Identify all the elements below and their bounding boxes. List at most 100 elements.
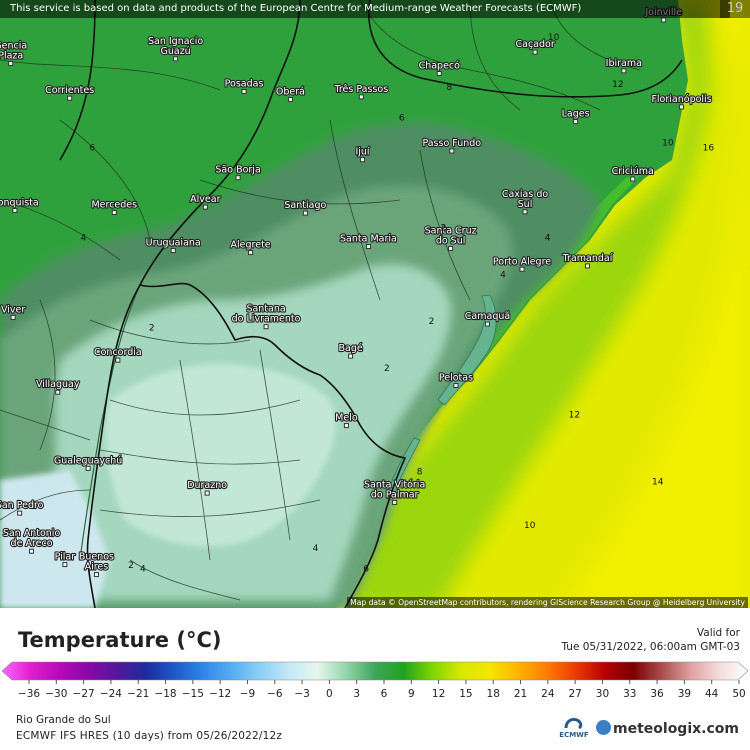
city-dot <box>453 383 459 389</box>
city-label: Florianópolis <box>651 94 711 105</box>
isoline-value: 12 <box>612 80 623 90</box>
colorbar-tick-label: 6 <box>381 688 388 700</box>
colorbar-tick-label: 12 <box>432 688 445 700</box>
valid-time: Tue 05/31/2022, 06:00am GMT-03 <box>561 641 740 653</box>
city-marker[interactable]: Santana do Livramento <box>231 303 302 330</box>
city-dot <box>630 176 636 182</box>
city-marker[interactable]: Pelotas <box>438 371 474 389</box>
isoline-value: 10 <box>548 33 560 43</box>
city-marker[interactable]: Santa Cruz do Sul <box>423 224 478 252</box>
city-dot <box>661 17 667 23</box>
city-marker[interactable]: Concordia <box>93 346 143 363</box>
city-marker[interactable]: San Antonio de Areco <box>2 527 62 554</box>
city-marker[interactable]: Criciúma <box>611 165 655 182</box>
isoline-value: 10 <box>524 521 536 531</box>
cold-zone-light <box>105 363 337 547</box>
colorbar-tick-label: −3 <box>294 688 309 700</box>
city-label: Ibirama <box>606 58 642 69</box>
lagoa-dos-patos <box>437 294 497 406</box>
city-marker[interactable]: Camaquã <box>464 310 511 327</box>
city-marker[interactable]: Mercedes <box>90 198 138 215</box>
meteologix-brand[interactable]: meteologix.com <box>596 720 739 737</box>
city-marker[interactable]: Gualeguaychú <box>53 454 123 471</box>
city-marker[interactable]: Durazno <box>186 479 228 496</box>
city-label: Alegrete <box>231 240 271 251</box>
city-dot <box>360 157 365 163</box>
colorbar-tick-label: −30 <box>45 688 67 700</box>
colorbar-ticks: −36 −30 −27 −24 −21 −18 −15 −12 −9 −6 −3 0 3 6 9 12 15 18… <box>18 680 746 700</box>
city-dot <box>55 389 61 395</box>
isoline-value: 2 <box>441 224 447 234</box>
city-marker[interactable]: Alegrete <box>229 238 272 256</box>
city-dot <box>287 97 293 103</box>
colorbar-tick-label: 9 <box>408 688 415 700</box>
city-label: Lages <box>562 109 590 120</box>
colorbar-tick-label: 15 <box>459 688 472 700</box>
city-marker[interactable]: San Pedro <box>0 499 45 516</box>
city-marker[interactable]: Ibirama <box>605 57 643 74</box>
city-dot <box>679 104 685 110</box>
city-dot <box>343 423 349 429</box>
city-marker[interactable]: Villaguay <box>35 378 81 395</box>
isoline-value: 4 <box>140 564 146 574</box>
isoline-value: 4 <box>500 270 506 280</box>
colorbar-tick-label: 36 <box>650 688 664 700</box>
city-marker[interactable]: Passo Fundo <box>421 137 482 154</box>
colorbar-tick-label: 21 <box>514 688 527 700</box>
city-dot <box>519 266 525 272</box>
city-marker[interactable]: Viver <box>0 303 26 320</box>
city-label: Mercedes <box>91 199 137 210</box>
colorbar-tick-label: 18 <box>487 688 500 700</box>
city-marker[interactable]: Uruguaiana <box>145 236 202 254</box>
city-marker[interactable]: Lages <box>561 107 591 125</box>
city-dot <box>365 244 371 250</box>
city-marker[interactable]: GenciaPlaza <box>0 39 28 66</box>
temperature-map[interactable]: San Ignacio Guazú Posadas Oberá Três Passos C… <box>0 0 750 608</box>
city-marker[interactable]: Caxias do Sul <box>501 188 549 215</box>
city-label: GenciaPlaza <box>0 40 27 61</box>
city-marker[interactable]: Tramandaí <box>561 252 614 269</box>
ecmwf-logo[interactable]: ECMWF <box>556 717 592 747</box>
city-label: Villaguay <box>36 379 80 390</box>
city-label: Oberá <box>276 87 305 98</box>
city-marker[interactable]: Corrientes <box>44 84 95 101</box>
city-dot <box>12 207 18 213</box>
city-marker[interactable]: Ijuí <box>354 146 371 163</box>
map-attribution[interactable]: Map data © OpenStreetMap contributors, r… <box>347 597 748 608</box>
isoline-value: 2 <box>128 561 134 571</box>
city-marker[interactable]: Três Passos <box>332 83 389 100</box>
city-dot <box>436 70 442 76</box>
city-label: Buenos Aires <box>79 552 114 573</box>
city-label: Viver <box>1 304 25 315</box>
city-dot <box>241 89 247 95</box>
city-marker[interactable]: Oberá <box>275 85 306 103</box>
city-dot <box>302 210 308 216</box>
city-label: Porto Alegre <box>493 256 551 267</box>
city-label: Santa Maria <box>340 234 397 245</box>
regional-borders <box>0 0 641 601</box>
isoline-value: 2 <box>384 364 390 374</box>
city-marker[interactable]: Buenos Aires <box>78 550 115 578</box>
city-marker[interactable]: San Ignacio Guazú <box>147 35 204 62</box>
city-marker[interactable]: Caçador <box>514 38 556 55</box>
city-marker[interactable]: Santa Maria <box>339 232 398 250</box>
corner-number: 19 <box>720 0 750 18</box>
city-marker[interactable]: São Borja <box>214 164 262 181</box>
city-marker[interactable]: Posadas <box>224 77 265 95</box>
city-marker[interactable]: Porto Alegre <box>492 255 552 272</box>
city-label: Conquista <box>0 197 39 208</box>
city-marker[interactable]: Alvear <box>189 193 222 210</box>
city-marker[interactable]: Santa Vitória do Palmar <box>363 478 426 505</box>
colorbar-tick-label: 30 <box>596 688 609 700</box>
city-marker[interactable]: Melo <box>334 412 359 429</box>
legend-title: Temperature (°C) <box>18 628 222 652</box>
city-marker[interactable]: Chapecó <box>417 59 461 76</box>
city-marker[interactable]: Pilar <box>54 550 76 568</box>
city-marker[interactable]: Santiago <box>283 199 328 216</box>
city-label: Santa Cruz do Sul <box>425 226 477 247</box>
city-label: Santa Vitória do Palmar <box>364 479 425 500</box>
city-marker[interactable]: Conquista <box>0 196 40 213</box>
colorbar-tick-label: 24 <box>541 688 555 700</box>
city-marker[interactable]: Florianópolis <box>650 93 713 110</box>
city-marker[interactable]: Bagé <box>337 342 364 359</box>
